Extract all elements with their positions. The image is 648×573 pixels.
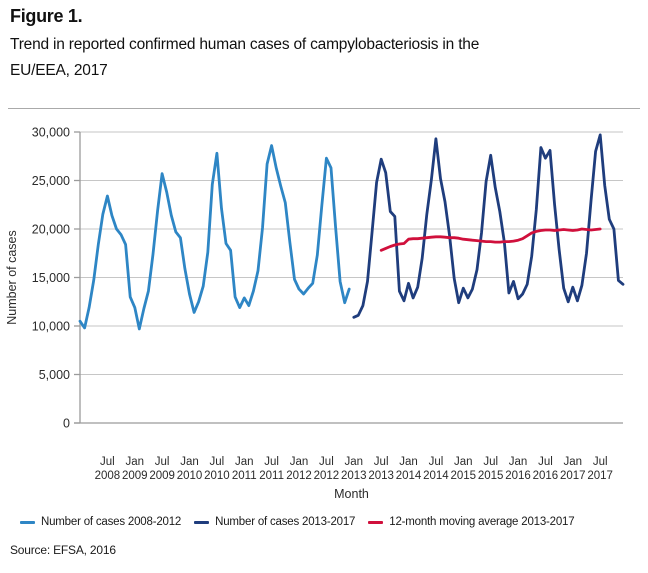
y-tick-label: 5,000 [39,368,70,382]
legend-item-2008-2012: Number of cases 2008-2012 [20,516,181,528]
title-divider [8,108,640,109]
x-tick-label: Jul 2010 [204,456,230,482]
x-tick-label: Jan 2013 [341,456,367,482]
x-tick-label: Jul 2014 [423,456,449,482]
figure-label: Figure 1. [10,6,83,26]
legend-label-2008-2012: Number of cases 2008-2012 [41,516,182,528]
x-tick-label: Jul 2008 [95,456,121,482]
x-tick-label: Jul 2015 [478,456,504,482]
x-tick-label: Jan 2017 [560,456,586,482]
y-tick-label: 20,000 [32,223,70,237]
x-tick-label: Jan 2012 [286,456,312,482]
figure-title-line2: EU/EEA, 2017 [10,62,108,79]
series-line-0 [78,144,351,331]
series-line-2 [379,227,602,252]
y-axis-title: Number of cases [5,230,19,324]
legend-item-moving-average: 12-month moving average 2013-2017 [368,516,575,528]
x-tick-label: Jan 2009 [122,456,148,482]
x-tick-label: Jul 2013 [368,456,394,482]
x-axis-title: Month [334,487,369,501]
chart-area: 0 5,000 10,000 15,000 20,000 25,000 30,000 Jul 2… [0,115,648,511]
y-tick-label: 25,000 [32,174,70,188]
figure-title-line1: Trend in reported confirmed human cases … [10,36,480,53]
legend-swatch-2013-2017 [194,520,210,524]
y-tick-label: 15,000 [32,271,70,285]
x-tick-label: Jul 2009 [149,456,175,482]
legend-swatch-2008-2012 [20,520,35,524]
legend-item-2013-2017: Number of cases 2013-2017 [194,516,355,528]
legend-swatch-moving-average [368,520,384,524]
x-tick-label: Jan 2015 [450,456,476,482]
x-tick-label: Jul 2011 [259,456,284,482]
series-line-1 [352,133,625,319]
x-tick-label: Jul 2017 [587,456,613,482]
x-tick-label: Jul 2012 [314,456,340,482]
legend-label-2013-2017: Number of cases 2013-2017 [215,516,356,528]
x-tick-label: Jan 2016 [505,456,531,482]
legend-label-moving-average: 12-month moving average 2013-2017 [389,516,575,528]
figure-title: Trend in reported confirmed human cases … [10,32,610,84]
y-tick-label: 0 [63,417,70,431]
chart-svg: 0 5,000 10,000 15,000 20,000 25,000 30,000 Jul 2… [5,126,625,501]
source-note: Source: EFSA, 2016 [10,543,116,557]
x-tick-label: Jan 2010 [177,456,203,482]
chart-legend: Number of cases 2008-2012 Number of case… [20,516,587,528]
y-tick-label: 30,000 [32,126,70,140]
y-tick-label: 10,000 [32,320,70,334]
x-tick-label: Jan 2014 [396,456,422,482]
x-tick-label: Jul 2016 [533,456,559,482]
x-tick-label: Jan 2011 [232,456,257,482]
